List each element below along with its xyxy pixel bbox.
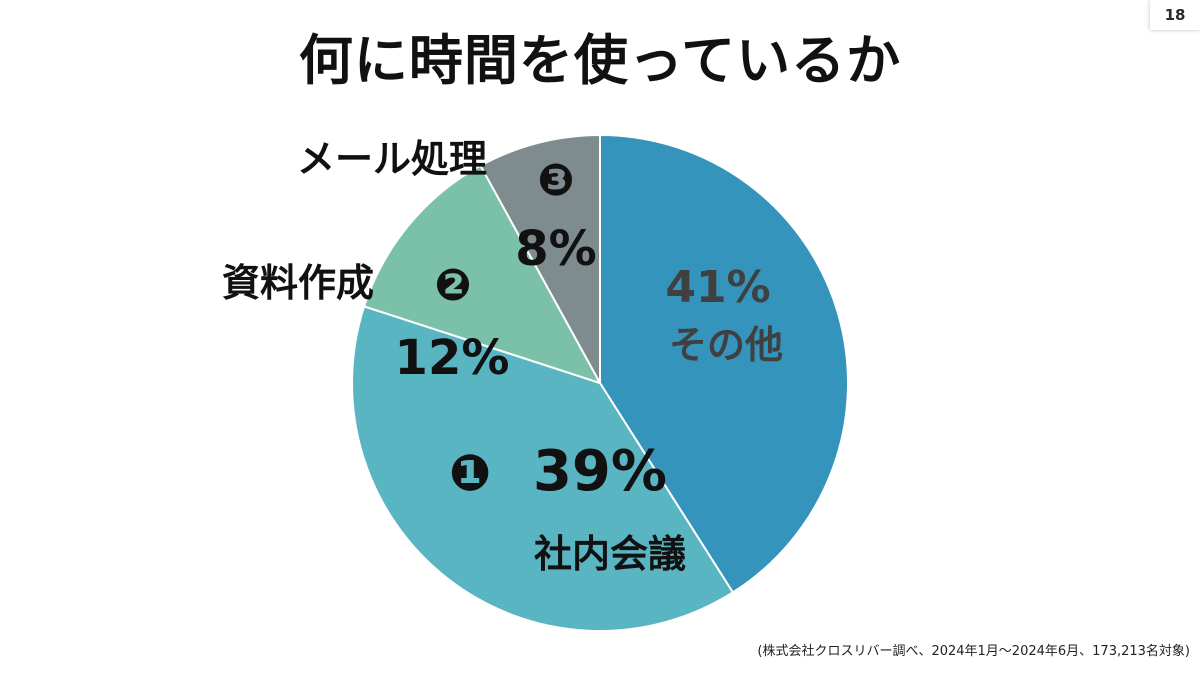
pie-rank-marker-meetings: ❶	[449, 444, 491, 502]
source-note: (株式会社クロスリバー調べ、2024年1月～2024年6月、173,213名対象…	[757, 644, 1190, 659]
pie-rank-marker-email: ❸	[537, 155, 574, 206]
pie-value-label-email: 8%	[515, 221, 597, 277]
pie-slice-email	[479, 133, 601, 384]
pie-slice-documents	[362, 164, 603, 385]
pie-rank-marker-documents: ❷	[434, 260, 471, 311]
pie-category-label-documents: 資料作成	[222, 261, 374, 305]
pie-category-label-email: メール処理	[297, 137, 487, 181]
pie-category-label-meetings: 社内会議	[534, 532, 686, 576]
page-number: 18	[1150, 0, 1200, 30]
pie-value-label-documents: 12%	[395, 330, 510, 386]
slide-title: 何に時間を使っているか	[298, 29, 902, 92]
pie-slices	[351, 133, 849, 632]
pie-value-label-other: 41%	[665, 262, 770, 313]
pie-slice-meetings	[351, 305, 735, 632]
pie-category-label-other: その他	[669, 323, 783, 367]
pie-slice-other	[599, 133, 849, 594]
pie-value-label-meetings: 39%	[533, 439, 667, 504]
